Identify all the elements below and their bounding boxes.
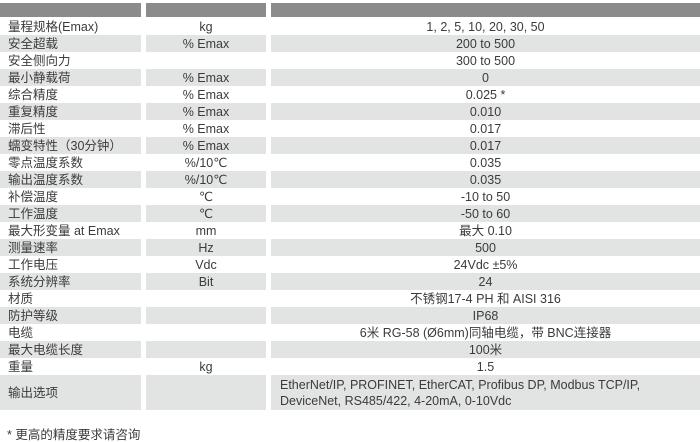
spec-name-cell: 系统分辨率 [0, 273, 141, 290]
spec-unit-cell: %/10℃ [184, 155, 228, 170]
spec-unit-cell: % Emax [146, 137, 266, 154]
spec-unit-cell: Bit [146, 273, 266, 290]
spec-unit-cell: Vdc [195, 257, 217, 272]
spec-unit-cell: % Emax [182, 121, 230, 136]
spec-value-cell: 0 [271, 69, 700, 86]
spec-unit-cell [146, 324, 266, 341]
spec-name-cell: 最小静载荷 [0, 69, 141, 86]
spec-value-cell: -10 to 50 [460, 189, 511, 204]
table-row: 滞后性 % Emax 0.017 [0, 120, 700, 137]
spec-value-cell: 0.010 [271, 103, 700, 120]
spec-unit-cell: mm [195, 223, 217, 238]
spec-value-cell: 0.035 [469, 155, 502, 170]
spec-unit-cell: % Emax [146, 103, 266, 120]
spec-name-cell: 量程规格(Emax) [8, 19, 99, 34]
spec-value-cell: 1, 2, 5, 10, 20, 30, 50 [426, 19, 545, 34]
spec-name-cell: 蠕变特性（30分钟） [0, 137, 141, 154]
spec-unit-cell: Hz [146, 239, 266, 256]
spec-name-cell: 零点温度系数 [8, 155, 84, 170]
spec-value-cell: 100米 [271, 341, 700, 358]
spec-value-cell: 200 to 500 [271, 35, 700, 52]
header-bar-cell-name [0, 3, 141, 17]
table-row: 最大电缆长度 100米 [0, 341, 700, 358]
spec-value-cell: 最大 0.10 [459, 223, 512, 238]
spec-name-cell: 最大形变量 at Emax [8, 223, 120, 238]
table-row: 量程规格(Emax) kg 1, 2, 5, 10, 20, 30, 50 [0, 18, 700, 35]
spec-name-cell: 工作温度 [0, 205, 141, 222]
spec-value-cell: 0.025 * [465, 87, 506, 102]
table-row: 最大形变量 at Emax mm 最大 0.10 [0, 222, 700, 239]
table-row: 安全超载 % Emax 200 to 500 [0, 35, 700, 52]
spec-unit-cell: %/10℃ [146, 171, 266, 188]
spec-name-cell: 重量 [8, 359, 34, 374]
spec-value-cell: -50 to 60 [271, 205, 700, 222]
table-row: 电缆 6米 RG-58 (Ø6mm)同轴电缆，带 BNC连接器 [0, 324, 700, 341]
table-row: 重复精度 % Emax 0.010 [0, 103, 700, 120]
table-row: 工作温度 ℃ -50 to 60 [0, 205, 700, 222]
spec-name-cell: 材质 [8, 291, 34, 306]
spec-value-cell: 0.035 [271, 171, 700, 188]
spec-unit-cell: kg [199, 19, 213, 34]
spec-unit-cell: % Emax [146, 35, 266, 52]
spec-value-cell: 24 [271, 273, 700, 290]
spec-name-cell: 重复精度 [0, 103, 141, 120]
spec-unit-cell [146, 307, 266, 324]
table-row: 输出温度系数 %/10℃ 0.035 [0, 171, 700, 188]
spec-value-cell: IP68 [271, 307, 700, 324]
spec-name-cell: 防护等级 [0, 307, 141, 324]
spec-name-cell: 电缆 [8, 325, 34, 340]
spec-value-cell: 500 [271, 239, 700, 256]
table-row: 补偿温度 ℃ -10 to 50 [0, 188, 700, 205]
spec-name-cell: 滞后性 [8, 121, 46, 136]
spec-name-cell: 测量速率 [0, 239, 141, 256]
spec-value-cell: 1.5 [476, 359, 495, 374]
spec-rows: 量程规格(Emax) kg 1, 2, 5, 10, 20, 30, 50 安全… [0, 18, 700, 410]
spec-value-cell: 300 to 500 [455, 53, 516, 68]
spec-unit-cell: % Emax [146, 69, 266, 86]
table-row: 重量 kg 1.5 [0, 358, 700, 375]
table-row: 综合精度 % Emax 0.025 * [0, 86, 700, 103]
spec-unit-cell [146, 52, 266, 69]
table-row: 防护等级 IP68 [0, 307, 700, 324]
table-row: 安全侧向力 300 to 500 [0, 52, 700, 69]
table-row: 输出选项 EtherNet/IP, PROFINET, EtherCAT, Pr… [0, 375, 700, 410]
spec-table: 量程规格(Emax) kg 1, 2, 5, 10, 20, 30, 50 安全… [0, 3, 700, 410]
spec-value-cell: 24Vdc ±5% [453, 257, 518, 272]
spec-name-cell: 补偿温度 [8, 189, 59, 204]
table-row: 测量速率 Hz 500 [0, 239, 700, 256]
spec-value-cell: 0.017 [271, 137, 700, 154]
spec-unit-cell [146, 341, 266, 358]
table-row: 系统分辨率 Bit 24 [0, 273, 700, 290]
spec-name-cell: 工作电压 [8, 257, 59, 272]
table-row: 材质 不锈钢17-4 PH 和 AISI 316 [0, 290, 700, 307]
spec-value-cell: EtherNet/IP, PROFINET, EtherCAT, Profibu… [271, 375, 700, 410]
footnote: * 更高的精度要求请咨询 [7, 428, 141, 442]
spec-value-cell: 0.017 [469, 121, 502, 136]
spec-name-cell: 综合精度 [8, 87, 59, 102]
spec-unit-cell: kg [199, 359, 213, 374]
header-bar-cell-unit [146, 3, 266, 17]
table-row: 零点温度系数 %/10℃ 0.035 [0, 154, 700, 171]
spec-unit-cell [146, 375, 266, 410]
spec-value-cell: 6米 RG-58 (Ø6mm)同轴电缆，带 BNC连接器 [359, 325, 612, 340]
table-row: 最小静载荷 % Emax 0 [0, 69, 700, 86]
spec-unit-cell: ℃ [198, 189, 214, 204]
spec-name-cell: 输出选项 [0, 375, 141, 410]
header-bar-cell-value [271, 3, 700, 17]
spec-name-cell: 最大电缆长度 [0, 341, 141, 358]
spec-unit-cell: % Emax [182, 87, 230, 102]
spec-unit-cell: ℃ [146, 205, 266, 222]
spec-unit-cell [146, 290, 266, 307]
table-row: 蠕变特性（30分钟） % Emax 0.017 [0, 137, 700, 154]
table-row: 工作电压 Vdc 24Vdc ±5% [0, 256, 700, 273]
spec-name-cell: 安全侧向力 [8, 53, 71, 68]
table-header-bar [0, 3, 700, 17]
spec-name-cell: 安全超载 [0, 35, 141, 52]
spec-value-cell: 不锈钢17-4 PH 和 AISI 316 [410, 291, 561, 306]
spec-name-cell: 输出温度系数 [0, 171, 141, 188]
